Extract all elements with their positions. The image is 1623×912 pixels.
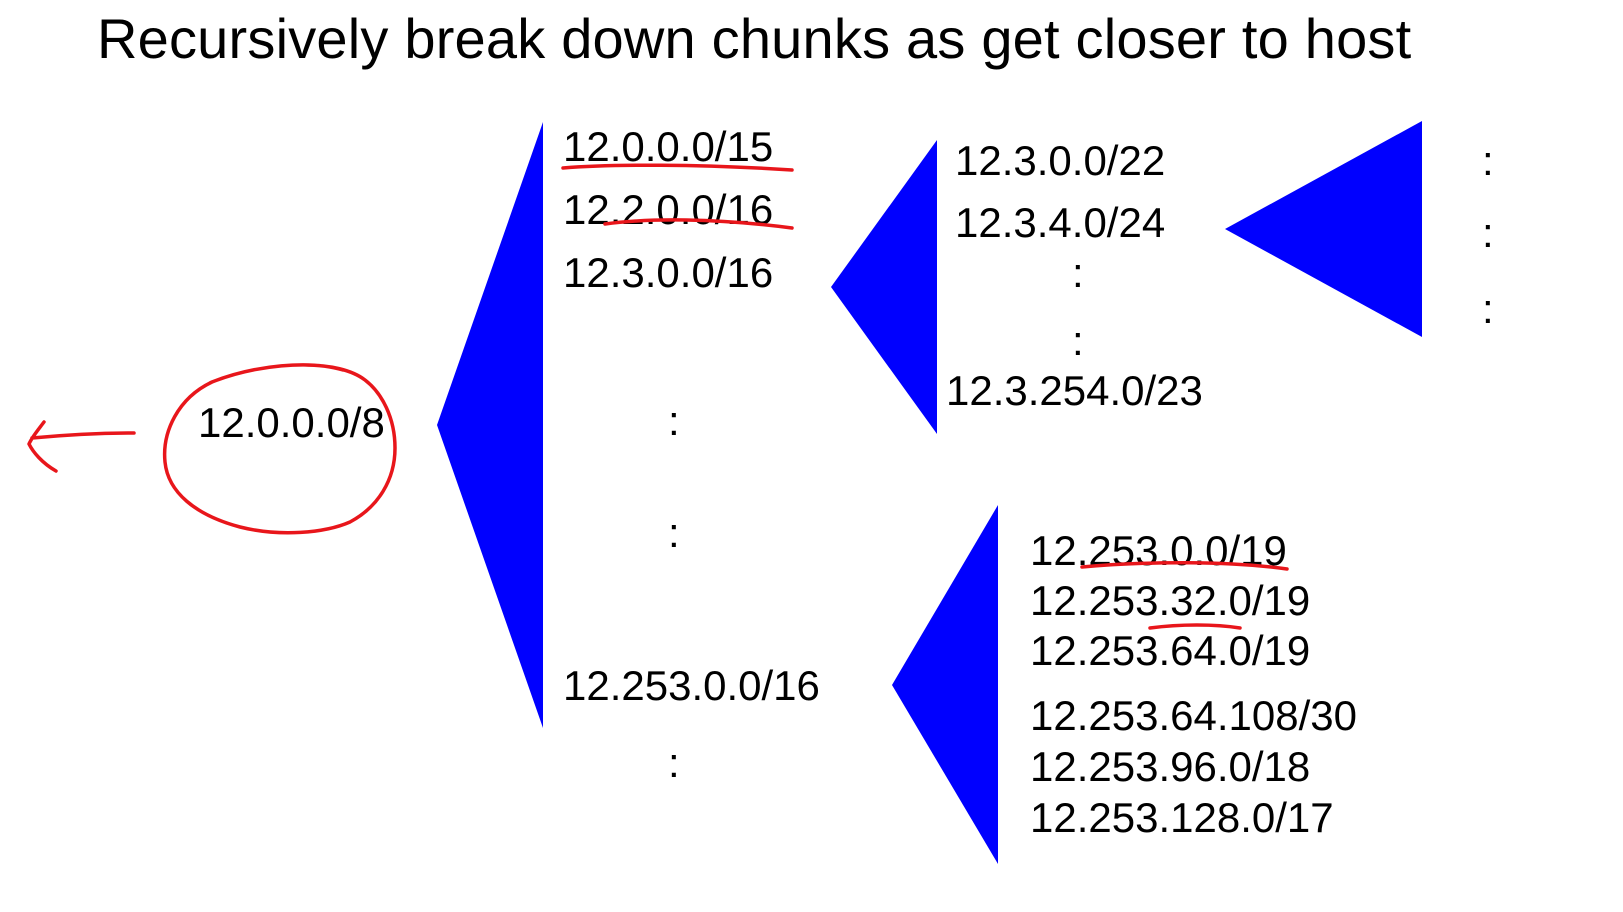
level2-prefix: 12.253.32.0/19	[1030, 577, 1311, 624]
ellipsis: :	[668, 397, 680, 444]
underline-12-253-32-0-19	[1148, 623, 1242, 630]
left-arrow	[27, 420, 136, 473]
fan-wedge-12-3-4	[1225, 121, 1422, 337]
level2-prefix: 12.253.128.0/17	[1030, 794, 1334, 841]
root-prefix: 12.0.0.0/8	[198, 399, 385, 446]
level2-prefix: 12.3.254.0/23	[946, 367, 1203, 414]
ellipsis: :	[1072, 317, 1084, 364]
fan-wedge-12-253	[892, 505, 998, 864]
ellipsis: :	[668, 739, 680, 786]
level2-prefix: 12.253.64.108/30	[1030, 692, 1357, 739]
ellipsis: :	[1482, 209, 1494, 256]
circle-around-root	[162, 363, 397, 535]
fan-wedge-root	[437, 122, 543, 728]
level1-prefix: 12.253.0.0/16	[563, 662, 820, 709]
ellipsis: :	[1482, 137, 1494, 184]
fan-wedge-12-3	[831, 140, 937, 434]
level1-prefix: 12.0.0.0/15	[563, 123, 774, 170]
slide-title: Recursively break down chunks as get clo…	[97, 7, 1412, 70]
underline-12-0-0-0-15	[561, 163, 794, 172]
level2-prefix: 12.253.64.0/19	[1030, 627, 1311, 674]
ellipsis: :	[1482, 285, 1494, 332]
level2-prefix: 12.3.4.0/24	[955, 199, 1166, 246]
level2-prefix: 12.3.0.0/22	[955, 137, 1166, 184]
level2-prefix: 12.253.96.0/18	[1030, 743, 1311, 790]
level1-prefix: 12.3.0.0/16	[563, 249, 774, 296]
underline-12-2-0-0-16	[603, 218, 794, 230]
ellipsis: :	[1072, 249, 1084, 296]
underline-12-253-0-0-19	[1080, 560, 1289, 571]
ellipsis: :	[668, 509, 680, 556]
